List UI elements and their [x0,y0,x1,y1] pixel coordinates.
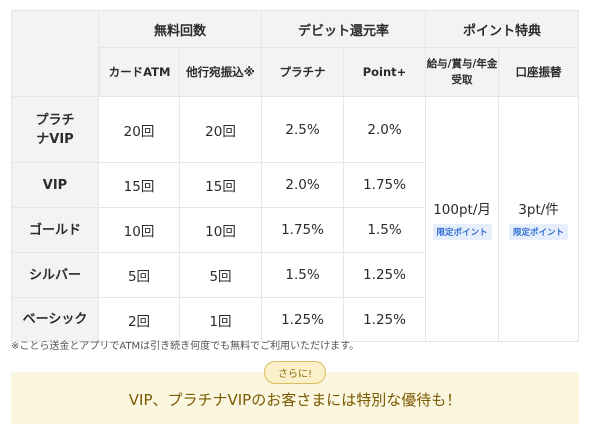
cell-point-plus: 1.25% [344,298,427,342]
table-subheader-row: カードATM 他行宛振込※ プラチナ Point+ 給与/賞与/年金受取 口座振… [11,48,580,97]
cell-platinum: 2.5% [262,97,345,163]
subheader-card-atm: カードATM [99,48,180,97]
cell-atm: 20回 [99,97,180,163]
cell-point-plus: 1.75% [344,163,427,208]
footnote: ※ことら送金とアプリでATMは引き続き何度でも無料でご利用いただけます。 [11,341,360,352]
cell-atm: 5回 [99,253,180,298]
subheader-point-plus: Point+ [344,48,427,97]
cell-bank: 5回 [180,253,263,298]
header-point-benefit: ポイント特典 [426,10,580,48]
table-row: シルバー 5回 5回 1.5% 1.25% [11,253,579,298]
table-row: VIP 15回 15回 2.0% 1.75% [11,163,579,208]
limited-points-badge: 限定ポイント [509,224,569,240]
tier-label: プラチナVIP [35,112,75,147]
promo-text: VIP、プラチナVIPのお客さまには特別な優待も！ [128,391,462,409]
cell-point-plus: 1.25% [344,253,427,298]
table-header-row: 無料回数 デビット還元率 ポイント特典 [11,10,580,97]
promo-badge: さらに! [263,361,327,384]
cell-point-plus: 2.0% [344,97,427,163]
tier-gold: ゴールド [11,208,99,253]
tier-platinum-vip: プラチナVIP [11,97,99,163]
header-debit-rate: デビット還元率 [262,10,427,48]
cell-bank: 20回 [180,97,263,163]
benefits-table: 無料回数 デビット還元率 ポイント特典 カードATM 他行宛振込※ プラチナ P… [11,10,580,342]
subheader-transfer: 口座振替 [499,48,580,97]
cell-bank: 1回 [180,298,263,342]
corner-cell [11,10,99,97]
cell-point-plus: 1.5% [344,208,427,253]
table-row: プラチナVIP 20回 20回 2.5% 2.0% 100pt/月 限定ポイント… [11,97,580,342]
tier-silver: シルバー [11,253,99,298]
limited-points-badge: 限定ポイント [432,224,492,240]
cell-bank: 15回 [180,163,263,208]
header-free-count: 無料回数 [99,10,263,48]
cell-transfer-points: 3pt/件 限定ポイント [499,97,580,342]
cell-atm: 15回 [99,163,180,208]
cell-platinum: 1.75% [262,208,345,253]
salary-points-value: 100pt/月 [433,202,491,218]
tier-vip: VIP [11,163,99,208]
cell-salary-points: 100pt/月 限定ポイント [426,97,500,342]
table-row: ベーシック 2回 1回 1.25% 1.25% [11,298,579,342]
table-row: ゴールド 10回 10回 1.75% 1.5% [11,208,579,253]
subheader-other-bank: 他行宛振込※ [180,48,263,97]
subheader-platinum: プラチナ [262,48,345,97]
subheader-salary: 給与/賞与/年金受取 [426,48,500,97]
cell-platinum: 1.5% [262,253,345,298]
promo-banner: さらに! VIP、プラチナVIPのお客さまには特別な優待も！ [11,361,579,424]
cell-atm: 10回 [99,208,180,253]
tier-basic: ベーシック [11,298,99,342]
cell-bank: 10回 [180,208,263,253]
transfer-points-value: 3pt/件 [518,202,559,218]
cell-atm: 2回 [99,298,180,342]
cell-platinum: 1.25% [262,298,345,342]
cell-platinum: 2.0% [262,163,345,208]
